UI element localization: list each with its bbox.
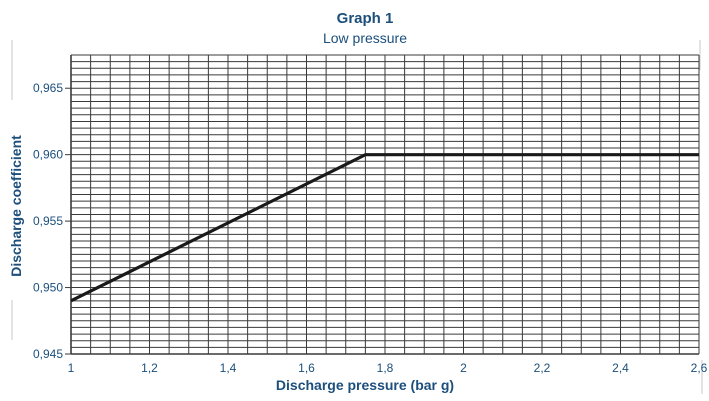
y-tick-label: 0,945 — [33, 347, 63, 361]
series-line — [70, 153, 699, 303]
x-tick-label: 1,6 — [298, 361, 315, 375]
grid — [65, 54, 700, 355]
y-tick-label: 0,955 — [33, 214, 63, 228]
x-tick-label: 2 — [460, 361, 467, 375]
y-tick-label: 0,950 — [33, 281, 63, 295]
x-tick-label: 1,2 — [141, 361, 158, 375]
y-axis-label: Discharge coefficient — [8, 135, 24, 277]
y-tick-labels: 0,945 0,950 0,955 0,960 0,965 — [33, 81, 63, 361]
x-tick-label: 1,4 — [220, 361, 237, 375]
y-tick-label: 0,960 — [33, 148, 63, 162]
x-tick-labels: 1 1,2 1,4 1,6 1,8 2 2,2 2,4 2,6 — [68, 361, 708, 375]
x-tick-label: 2,6 — [691, 361, 708, 375]
x-tick-label: 1 — [68, 361, 75, 375]
chart-subtitle: Low pressure — [323, 30, 407, 46]
x-axis-label: Discharge pressure (bar g) — [276, 377, 454, 393]
edge-marks — [11, 40, 703, 394]
series-layer — [70, 153, 699, 303]
y-tick-label: 0,965 — [33, 81, 63, 95]
chart-title: Graph 1 — [337, 10, 394, 27]
x-tick-label: 2,2 — [534, 361, 551, 375]
x-tick-label: 1,8 — [377, 361, 394, 375]
x-tick-label: 2,4 — [612, 361, 629, 375]
